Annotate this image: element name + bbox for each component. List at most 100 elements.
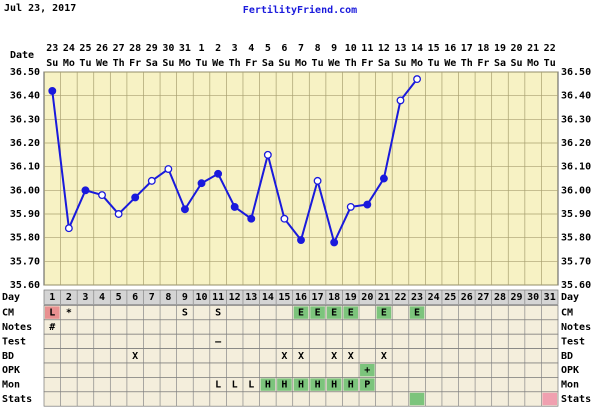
y-tick-label: 35.60 xyxy=(10,280,40,291)
date-label: 12 xyxy=(378,43,390,54)
temperature-point xyxy=(363,200,372,209)
cell-text: H xyxy=(265,380,271,391)
day-number: 4 xyxy=(99,292,105,303)
weekday-label: Tu xyxy=(79,58,91,69)
date-label: 26 xyxy=(96,43,108,54)
cell-text: H xyxy=(281,380,287,391)
weekday-label: We xyxy=(328,58,340,69)
weekday-label: Su xyxy=(278,58,290,69)
date-label: 5 xyxy=(265,43,271,54)
y-tick-label: 35.90 xyxy=(10,209,40,220)
temperature-point xyxy=(230,202,239,211)
weekday-label: Fr xyxy=(129,58,141,69)
date-label: 28 xyxy=(129,43,141,54)
y-tick-label-right: 36.20 xyxy=(561,138,591,149)
date-label: 10 xyxy=(345,43,357,54)
date-label: 29 xyxy=(146,43,158,54)
site-name[interactable]: FertilityFriend.com xyxy=(243,4,357,16)
cell-highlight xyxy=(310,306,325,319)
day-number: 29 xyxy=(511,292,523,303)
y-tick-label-right: 36.00 xyxy=(561,185,591,196)
temperature-point xyxy=(48,86,57,95)
y-tick-label-right: 35.60 xyxy=(561,280,591,291)
day-number: 28 xyxy=(494,292,506,303)
weekday-label: Th xyxy=(461,58,473,69)
cell-text: E xyxy=(298,308,304,319)
temperature-point xyxy=(214,169,223,178)
cell-highlight xyxy=(260,378,276,391)
cell-text: S xyxy=(215,308,221,319)
day-number: 15 xyxy=(278,292,290,303)
weekday-label: Sa xyxy=(378,58,390,69)
weekday-label: Mo xyxy=(295,58,307,69)
cell-text: L xyxy=(49,308,55,319)
y-tick-label: 36.20 xyxy=(10,138,40,149)
cell-text: H xyxy=(331,380,337,391)
cell-highlight xyxy=(409,392,425,406)
y-tick-label: 36.10 xyxy=(10,162,40,173)
cell-text: X xyxy=(331,351,337,362)
y-tick-label: 36.30 xyxy=(10,114,40,125)
date-label: 31 xyxy=(179,43,191,54)
cell-text: L xyxy=(215,380,221,391)
date-label: 21 xyxy=(527,43,539,54)
day-number: 3 xyxy=(82,292,88,303)
cell-text: – xyxy=(215,336,222,347)
weekday-label: Fr xyxy=(477,58,489,69)
cell-highlight xyxy=(293,378,309,391)
cell-text: E xyxy=(348,308,354,319)
cell-highlight xyxy=(293,306,309,319)
y-tick-label-right: 36.10 xyxy=(561,162,591,173)
date-label: 27 xyxy=(113,43,125,54)
temperature-point xyxy=(280,214,289,223)
row-label-right: Mon xyxy=(561,380,579,391)
row-label: OPK xyxy=(2,365,20,376)
day-label-right: Day xyxy=(561,292,579,303)
date-label: 4 xyxy=(248,43,254,54)
day-number: 16 xyxy=(295,292,307,303)
day-number: 5 xyxy=(116,292,122,303)
date-label: 30 xyxy=(162,43,174,54)
cell-text: H xyxy=(315,380,321,391)
cell-text: X xyxy=(298,351,304,362)
temperature-point xyxy=(346,202,355,211)
cell-highlight xyxy=(542,392,557,406)
weekday-label: Su xyxy=(162,58,174,69)
weekday-label: Sa xyxy=(146,58,158,69)
cell-highlight xyxy=(376,306,392,319)
row-label: BD xyxy=(2,351,14,362)
cell-text: L xyxy=(248,380,254,391)
date-label: 22 xyxy=(544,43,556,54)
temperature-point xyxy=(164,165,173,173)
date-label: 19 xyxy=(494,43,506,54)
temperature-point xyxy=(64,224,73,233)
cell-highlight xyxy=(343,378,359,391)
weekday-label: Su xyxy=(46,58,58,69)
temperature-point xyxy=(147,176,156,185)
weekday-label: Th xyxy=(345,58,357,69)
row-label-right: Notes xyxy=(561,322,591,333)
weekday-label: Th xyxy=(113,58,125,69)
cell-text: X xyxy=(381,351,387,362)
date-label: 23 xyxy=(46,43,58,54)
cell-text: H xyxy=(348,380,354,391)
weekday-label: Fr xyxy=(361,58,373,69)
weekday-label: Mo xyxy=(527,58,539,69)
date-label: 7 xyxy=(298,43,304,54)
temperature-point xyxy=(98,191,106,200)
y-tick-label-right: 35.80 xyxy=(561,233,591,244)
temperature-point xyxy=(379,174,388,183)
cell-text: + xyxy=(364,365,370,376)
day-number: 24 xyxy=(428,292,440,303)
cell-highlight xyxy=(277,378,292,391)
cell-highlight xyxy=(310,378,325,391)
weekday-label: Tu xyxy=(544,58,556,69)
row-label-right: Stats xyxy=(561,394,591,405)
y-tick-label-right: 35.90 xyxy=(561,209,591,220)
day-number: 30 xyxy=(527,292,539,303)
weekday-label: We xyxy=(96,58,108,69)
cell-text: L xyxy=(232,380,238,391)
weekday-label: Th xyxy=(229,58,241,69)
date-label: 8 xyxy=(315,43,321,54)
cell-text: P xyxy=(364,380,370,391)
